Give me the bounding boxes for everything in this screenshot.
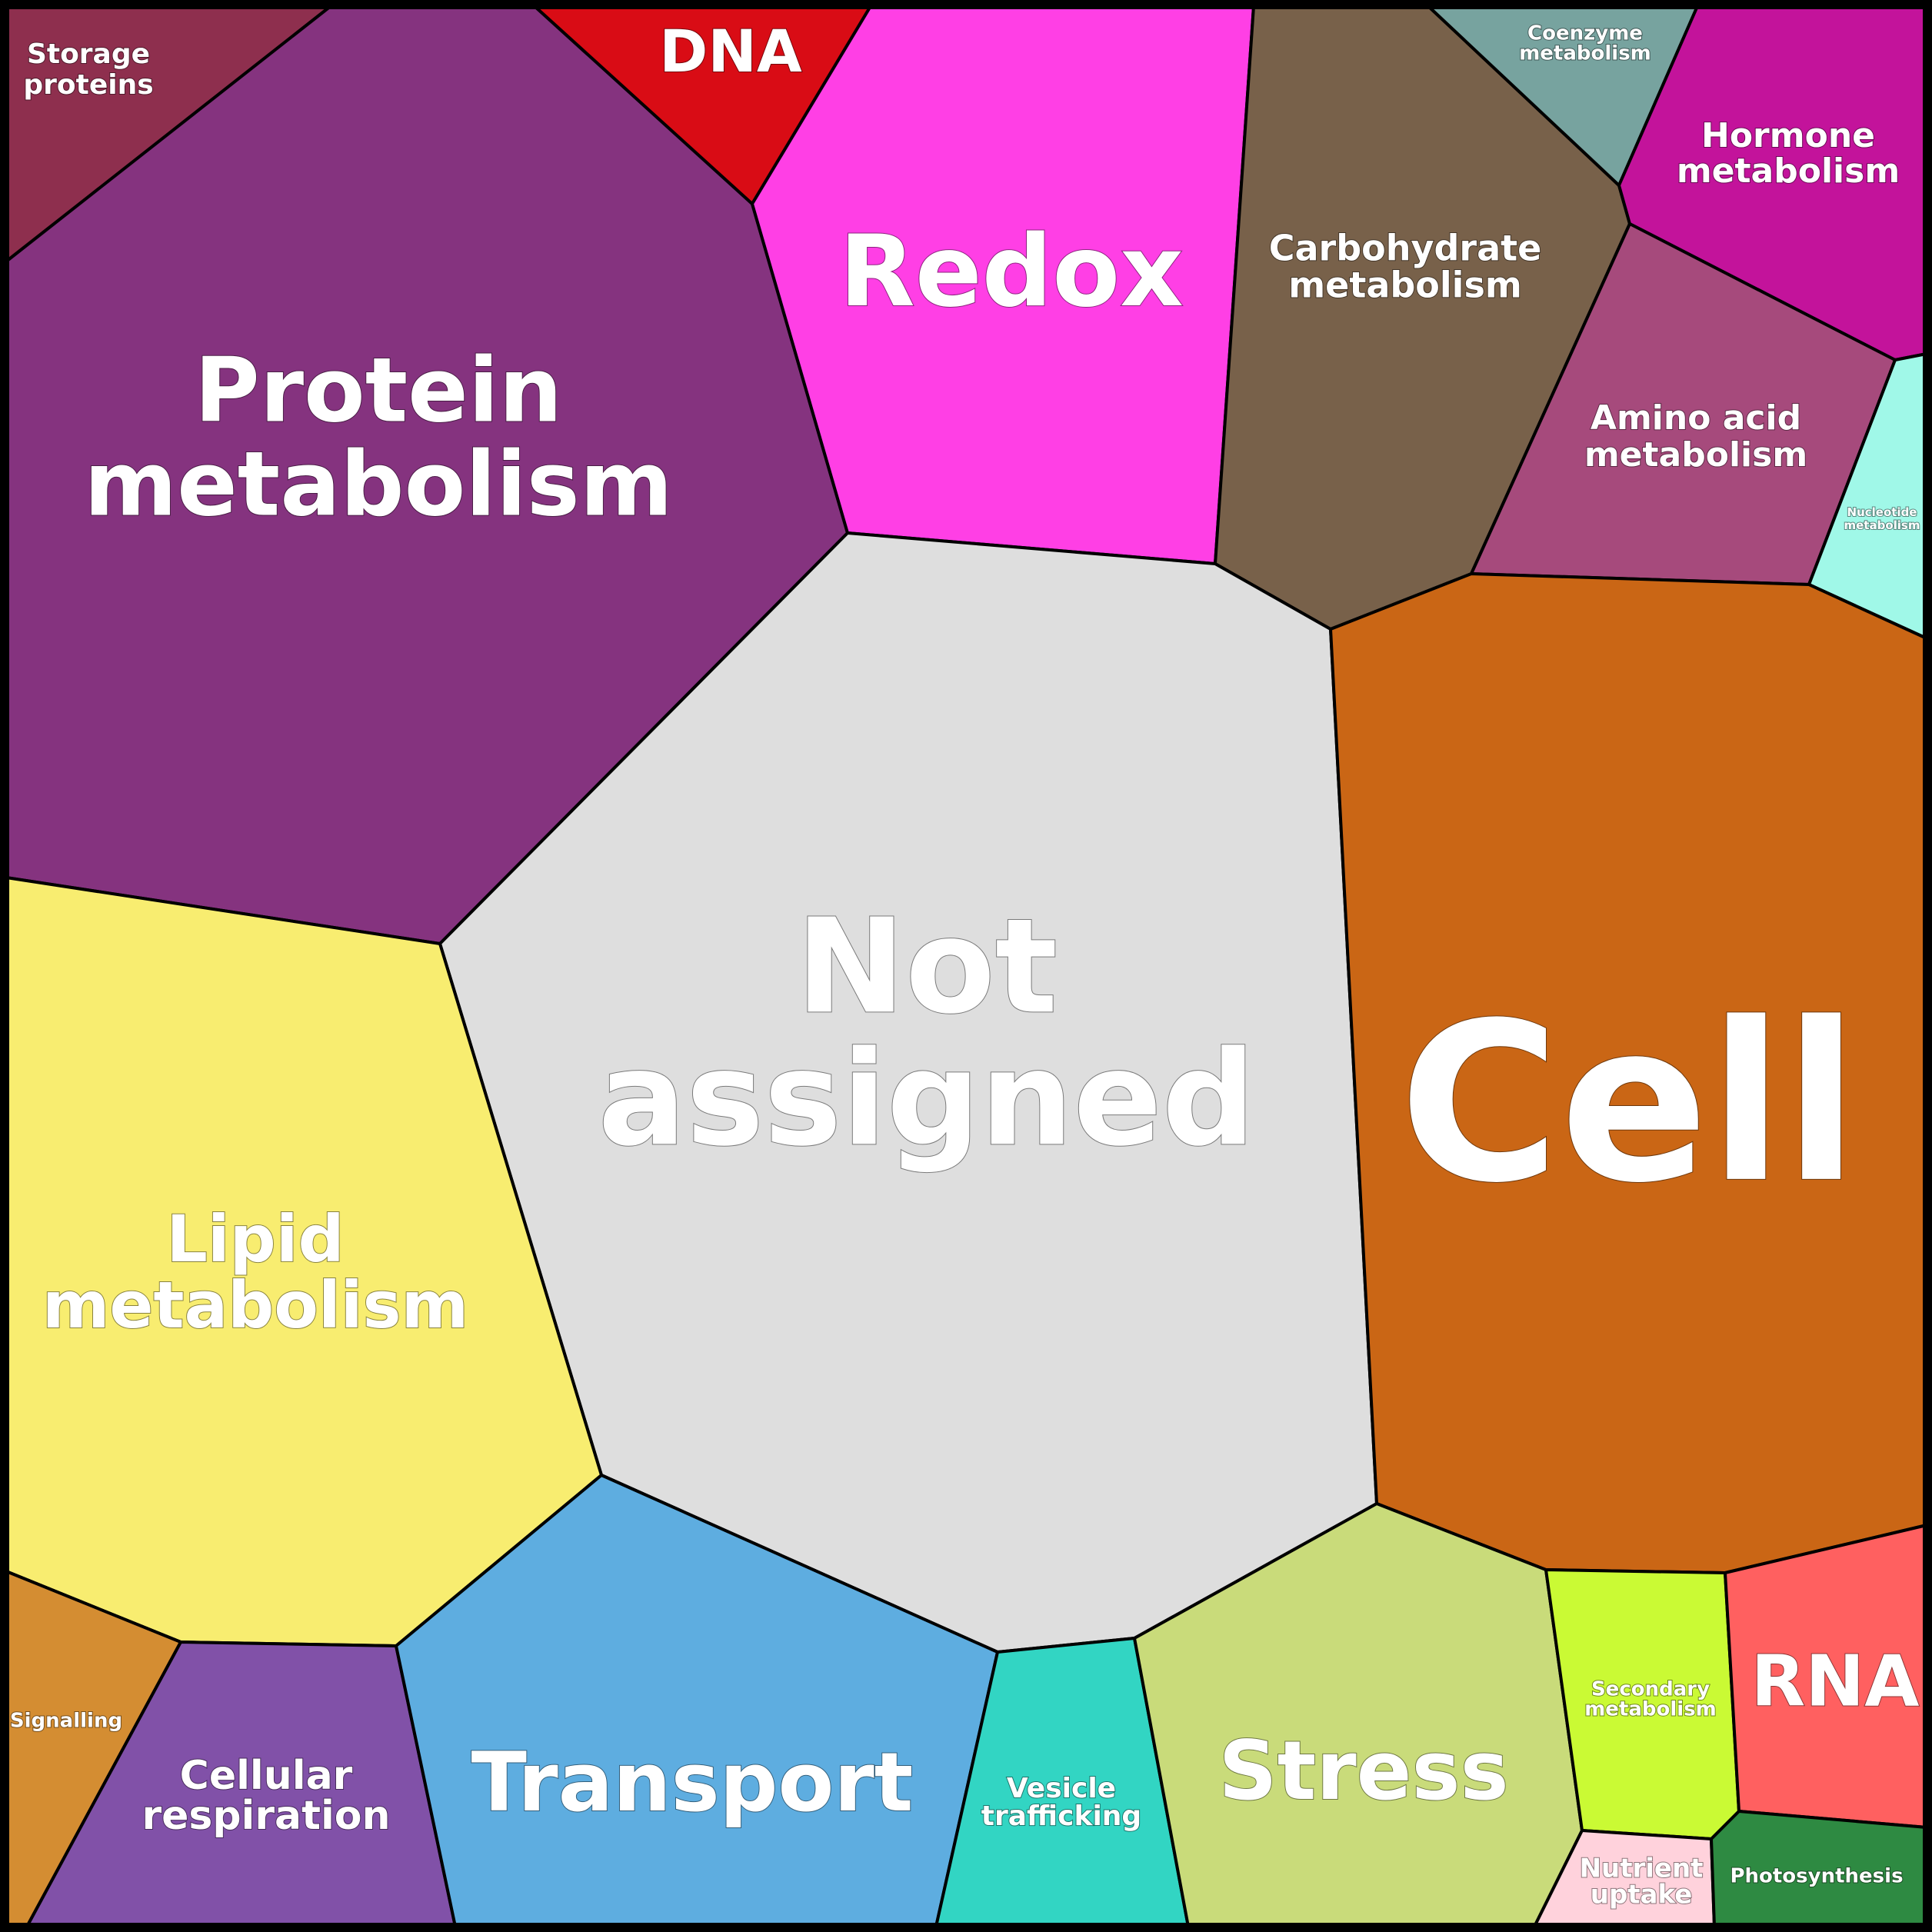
- label-nutrient-uptake: Nutrient uptake: [1580, 1854, 1704, 1910]
- label-protein-metabolism: Protein metabolism: [84, 339, 672, 537]
- label-coenzyme-metabolism: Coenzyme metabolism: [1519, 22, 1651, 65]
- label-line: Hormone: [1701, 116, 1875, 155]
- label-line: Photosynthesis: [1730, 1865, 1903, 1888]
- label-line: metabolism: [1288, 265, 1522, 306]
- label-line: metabolism: [1844, 518, 1920, 532]
- label-hormone-metabolism: Hormone metabolism: [1677, 116, 1900, 191]
- label-cell: Cell: [1399, 976, 1859, 1231]
- label-rna: RNA: [1750, 1640, 1919, 1722]
- label-dna: DNA: [659, 17, 802, 85]
- label-vesicle-trafficking: Vesicle trafficking: [981, 1773, 1141, 1832]
- label-lipid-metabolism: Lipid metabolism: [42, 1201, 468, 1343]
- label-nucleotide-metabolism: Nucleotide metabolism: [1844, 505, 1920, 532]
- label-line: Transport: [471, 1735, 914, 1830]
- label-line: metabolism: [84, 433, 672, 537]
- label-line: Lipid: [166, 1201, 344, 1277]
- label-signalling: Signalling: [10, 1710, 122, 1733]
- label-line: RNA: [1750, 1640, 1919, 1722]
- label-line: metabolism: [1584, 435, 1807, 475]
- label-line: Nutrient: [1580, 1854, 1704, 1884]
- label-secondary-metabolism: Secondary metabolism: [1584, 1678, 1717, 1721]
- label-stress: Stress: [1218, 1724, 1508, 1818]
- label-line: Protein: [195, 339, 562, 443]
- label-not-assigned: Not assigned: [598, 891, 1255, 1175]
- label-amino-acid-metabolism: Amino acid metabolism: [1584, 398, 1807, 475]
- label-line: respiration: [142, 1793, 390, 1839]
- label-line: Nucleotide: [1847, 505, 1917, 519]
- label-line: Storage: [27, 38, 150, 70]
- label-line: Stress: [1218, 1724, 1508, 1818]
- label-line: uptake: [1591, 1880, 1693, 1910]
- label-line: assigned: [598, 1023, 1255, 1175]
- label-redox: Redox: [839, 215, 1184, 329]
- label-line: Not: [796, 891, 1058, 1043]
- label-line: Redox: [839, 215, 1184, 329]
- cells-layer: [5, 5, 1928, 1928]
- label-line: Cell: [1399, 976, 1859, 1231]
- label-line: Coenzyme: [1527, 22, 1643, 45]
- label-transport: Transport: [471, 1735, 914, 1830]
- label-cellular-respiration: Cellular respiration: [142, 1753, 390, 1839]
- label-line: Vesicle: [1007, 1773, 1116, 1804]
- label-storage-proteins: Storage proteins: [23, 38, 153, 101]
- label-line: Cellular: [180, 1753, 353, 1799]
- label-carbohydrate-metabolism: Carbohydrate metabolism: [1269, 228, 1542, 306]
- label-line: metabolism: [1677, 152, 1900, 191]
- label-line: Amino acid: [1591, 398, 1801, 438]
- label-line: trafficking: [981, 1800, 1141, 1832]
- label-line: Signalling: [10, 1710, 122, 1733]
- label-photosynthesis: Photosynthesis: [1730, 1865, 1903, 1888]
- label-line: DNA: [659, 17, 802, 85]
- label-line: metabolism: [1519, 42, 1651, 65]
- label-line: Carbohydrate: [1269, 228, 1542, 269]
- label-line: Secondary: [1591, 1678, 1710, 1701]
- label-line: metabolism: [1584, 1698, 1717, 1721]
- label-line: proteins: [23, 69, 153, 101]
- label-line: metabolism: [42, 1267, 468, 1343]
